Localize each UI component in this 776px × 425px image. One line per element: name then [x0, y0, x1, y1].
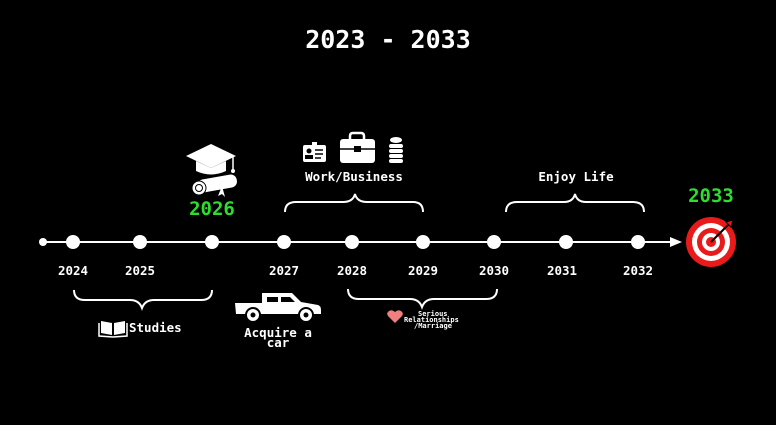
year-label: 2025 — [125, 263, 155, 278]
timeline-node-2031 — [559, 235, 573, 249]
phase-label-enjoy: Enjoy Life — [538, 169, 614, 184]
target-icon — [686, 217, 736, 267]
timeline-node-2032 — [631, 235, 645, 249]
id-card-icon — [303, 142, 326, 162]
timeline-node-2029 — [416, 235, 430, 249]
heart-icon — [387, 310, 403, 323]
phase-label-car-line1: Acquire a — [244, 325, 312, 340]
phase-label-relationships-line1: Serious — [418, 310, 448, 318]
year-label: 2028 — [337, 263, 367, 278]
year-label: 2027 — [269, 263, 299, 278]
timeline-node-2024 — [66, 235, 80, 249]
coins-icon — [389, 137, 403, 163]
timeline-node-2026 — [205, 235, 219, 249]
phase-label-studies: Studies — [129, 320, 182, 335]
diploma-icon — [191, 174, 237, 197]
highlight-year-end: 2033 — [688, 185, 734, 207]
timeline-node-2030 — [487, 235, 501, 249]
brace-work — [284, 193, 424, 213]
phase-label-relationships-line3: /Marriage — [414, 322, 452, 330]
timeline-start-dot — [39, 238, 47, 246]
timeline-arrowhead — [670, 237, 682, 247]
year-label: 2031 — [547, 263, 577, 278]
year-label: 2030 — [479, 263, 509, 278]
year-label: 2024 — [58, 263, 88, 278]
pickup-truck-icon — [235, 293, 321, 323]
phase-label-work: Work/Business — [305, 169, 403, 184]
timeline-node-2027 — [277, 235, 291, 249]
timeline-node-2025 — [133, 235, 147, 249]
brace-studies — [73, 289, 213, 311]
graduation-cap-icon — [186, 144, 236, 175]
book-icon — [98, 321, 128, 338]
timeline-node-2028 — [345, 235, 359, 249]
phase-label-car-line2: car — [267, 335, 290, 350]
page-title: 2023 - 2033 — [305, 25, 471, 54]
year-label: 2032 — [623, 263, 653, 278]
highlight-year-start: 2026 — [189, 198, 235, 220]
brace-enjoy — [505, 193, 645, 213]
phase-label-relationships-line2: Relationships — [404, 316, 459, 324]
year-label: 2029 — [408, 263, 438, 278]
briefcase-icon — [340, 131, 375, 163]
brace-relationships — [347, 288, 498, 310]
